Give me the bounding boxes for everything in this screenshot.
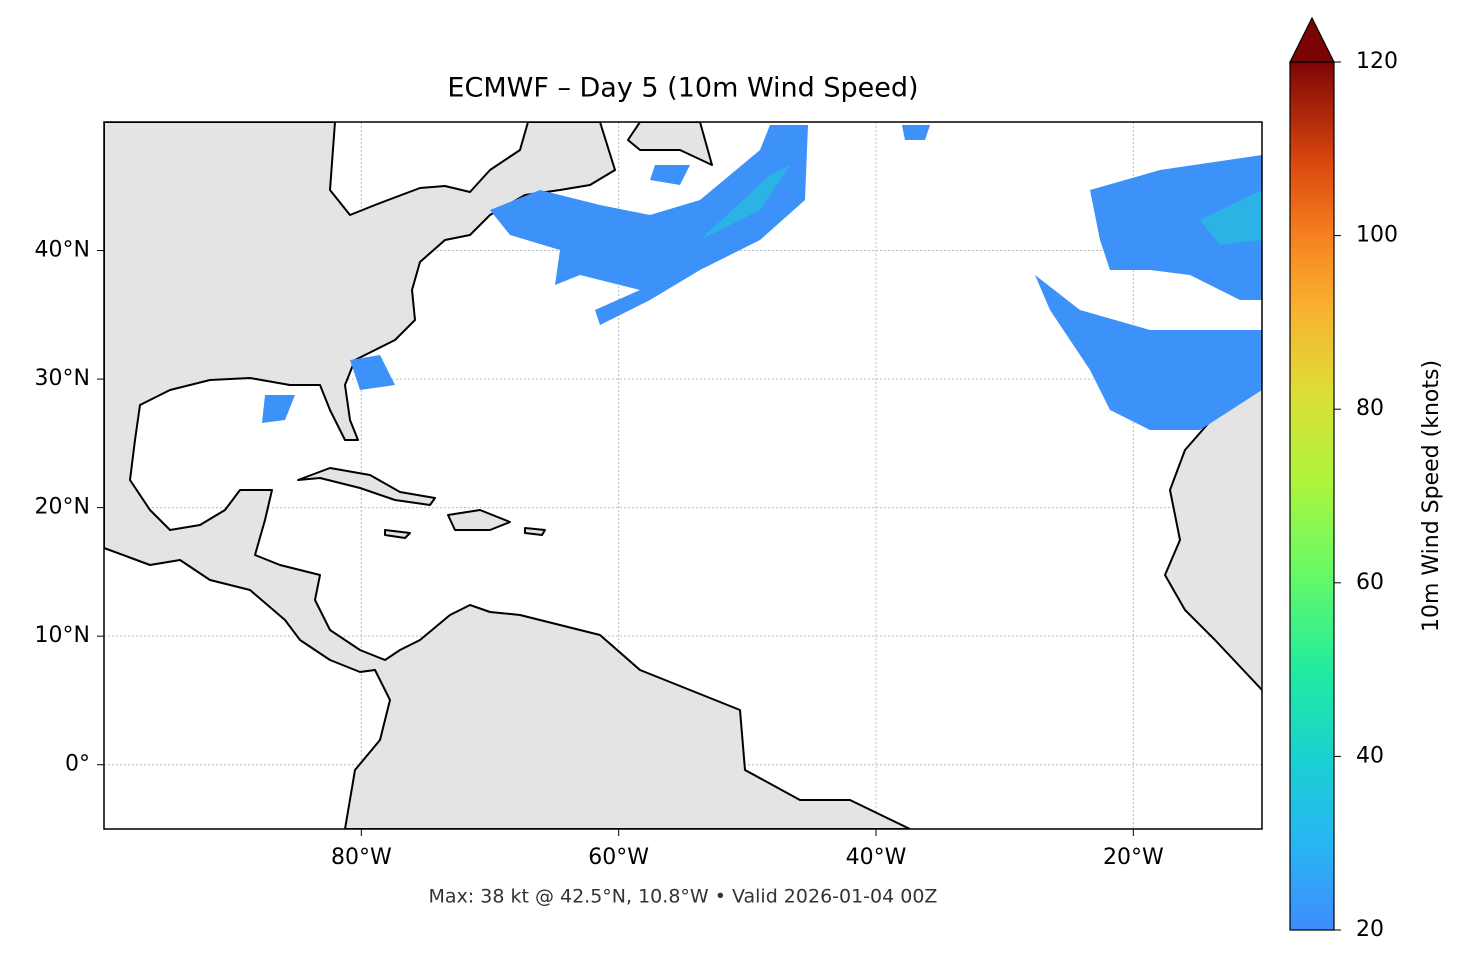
colorbar-tick-label: 60 xyxy=(1356,570,1384,595)
wind-area xyxy=(490,125,808,325)
colorbar-extend xyxy=(1289,16,1335,63)
wind-area xyxy=(902,125,930,140)
colorbar-tick-label: 20 xyxy=(1356,917,1384,942)
colorbar-frame xyxy=(1289,61,1335,931)
wind-core xyxy=(700,165,790,240)
africa xyxy=(1164,383,1262,692)
colorbar-tick-label: 100 xyxy=(1356,223,1398,248)
jamaica xyxy=(384,529,411,539)
x-tick-label: 80°W xyxy=(331,845,392,870)
y-tick-label: 40°N xyxy=(35,238,90,263)
hispaniola xyxy=(447,509,511,531)
y-tick-label: 0° xyxy=(65,752,90,777)
footnote: Max: 38 kt @ 42.5°N, 10.8°W • Valid 2026… xyxy=(429,886,938,908)
newfoundland xyxy=(627,122,713,166)
colorbar-label: 10m Wind Speed (knots) xyxy=(1419,360,1444,632)
map-frame xyxy=(103,121,1263,830)
x-tick-label: 20°W xyxy=(1103,845,1164,870)
x-tick-label: 40°W xyxy=(846,845,907,870)
colorbar-tick-label: 120 xyxy=(1356,49,1398,74)
wind-area xyxy=(350,355,395,390)
colorbar xyxy=(1290,62,1334,930)
wind-area xyxy=(1035,275,1262,430)
colorbar-tick-label: 80 xyxy=(1356,396,1384,421)
chart-title: ECMWF – Day 5 (10m Wind Speed) xyxy=(447,73,918,104)
colorbar-tick-label: 40 xyxy=(1356,743,1384,768)
cuba xyxy=(297,467,436,506)
wind-area xyxy=(650,165,690,185)
y-tick-label: 30°N xyxy=(35,366,90,391)
map-area xyxy=(104,122,1262,829)
wind-core xyxy=(1200,190,1262,245)
x-tick-label: 60°W xyxy=(588,845,649,870)
wind-area xyxy=(262,395,295,423)
y-tick-label: 20°N xyxy=(35,495,90,520)
puerto-rico xyxy=(524,527,546,536)
americas xyxy=(104,122,911,829)
wind-area xyxy=(1090,155,1262,300)
y-tick-label: 10°N xyxy=(35,623,90,648)
